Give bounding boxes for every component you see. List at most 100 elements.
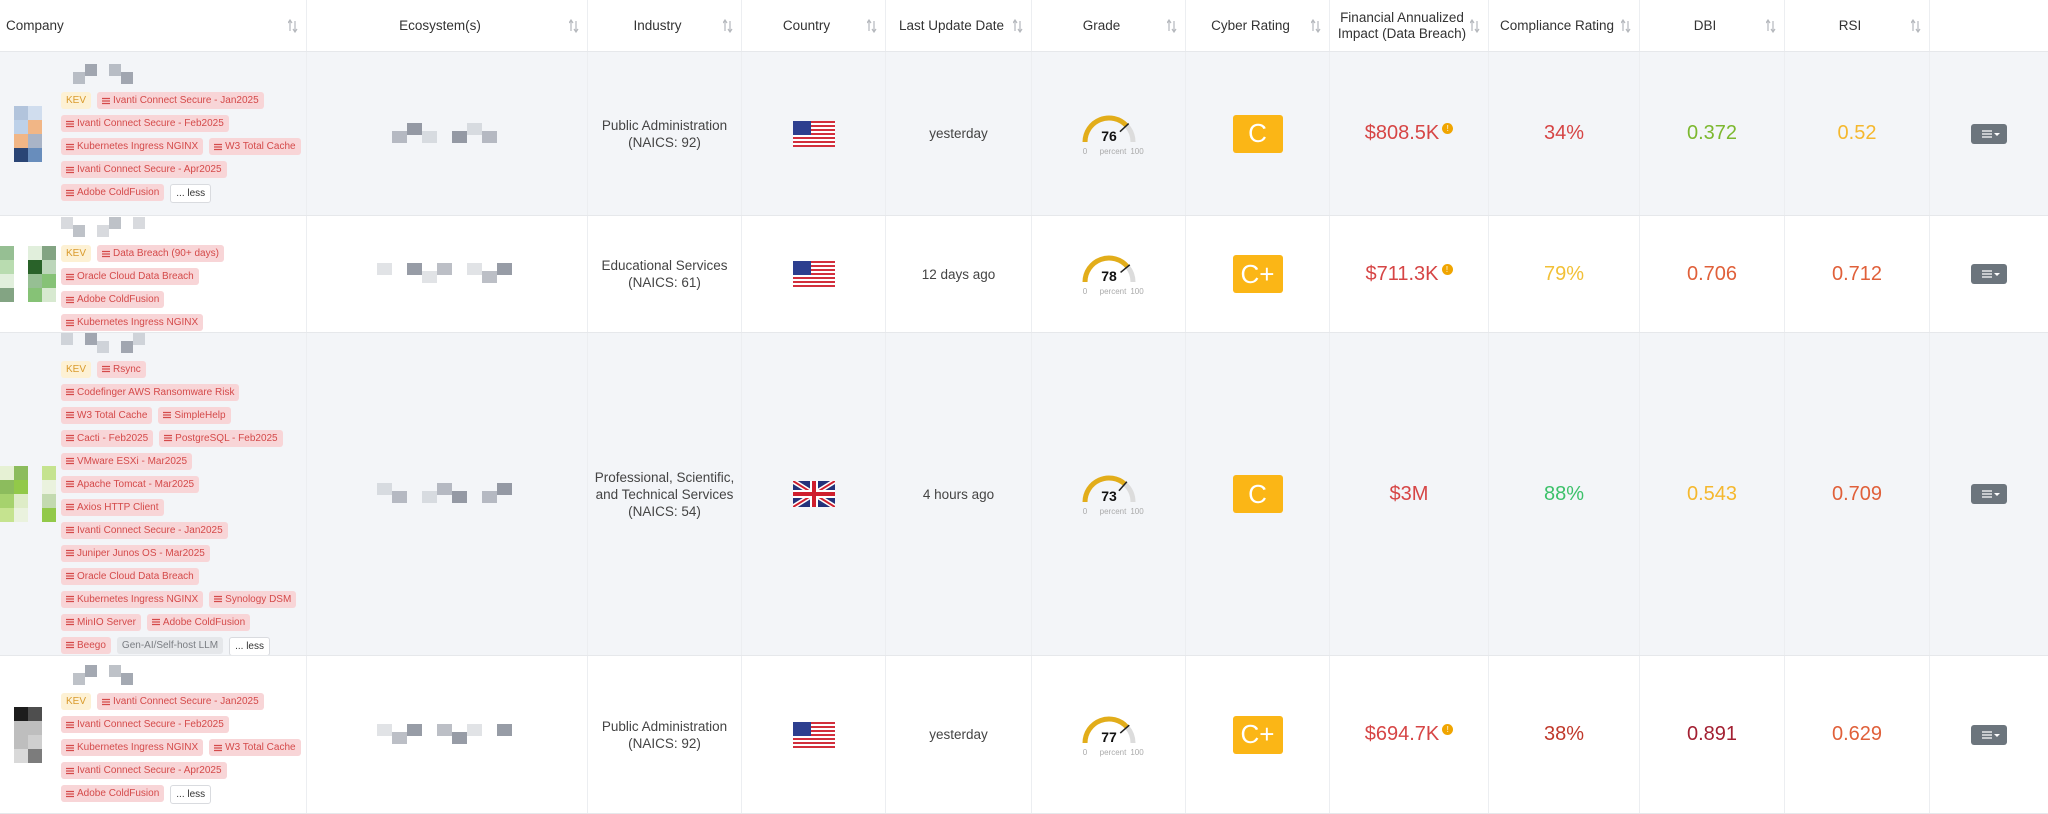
cyber-rating-cell: C+ xyxy=(1186,216,1330,332)
industry-cell: Public Administration (NAICS: 92) xyxy=(588,656,742,813)
country-flag xyxy=(792,261,835,287)
financial-value: $711.3K xyxy=(1365,262,1439,285)
sort-icon[interactable] xyxy=(1911,18,1921,33)
tag-text: Ivanti Connect Secure - Apr2025 xyxy=(77,164,222,175)
tag-icon xyxy=(66,572,74,580)
ecosystem-blurred xyxy=(377,263,512,283)
dbi-value: 0.372 xyxy=(1686,122,1738,144)
column-header: Last Update Date xyxy=(886,0,1032,51)
sort-icon[interactable] xyxy=(867,18,877,33)
menu-icon xyxy=(1982,730,2000,739)
actions-button[interactable] xyxy=(1971,724,2007,745)
column-header: Compliance Rating xyxy=(1489,0,1640,51)
country-flag xyxy=(792,721,835,748)
tag-text: Oracle Cloud Data Breach xyxy=(77,271,194,282)
gauge-unit: percent xyxy=(1099,748,1126,757)
tag-icon xyxy=(102,698,111,705)
last-update: 4 hours ago xyxy=(922,486,995,502)
tag-icon xyxy=(66,503,74,511)
tag-text: W3 Total Cache xyxy=(77,409,148,421)
cyber-rating: C+ xyxy=(1232,255,1283,293)
financial-cell: $3M xyxy=(1330,333,1489,655)
sort-icon[interactable] xyxy=(569,18,579,33)
risk-tag: SimpleHelp xyxy=(158,406,231,424)
company-info: KEV Data Breach (90+ days) Oracle Cloud Da… xyxy=(61,217,306,331)
company-cell: KEV Rsync Codefinger AWS Ransomware Risk W3… xyxy=(0,333,307,655)
tag-text: Adobe ColdFusion xyxy=(77,187,160,198)
info-icon[interactable]: ! xyxy=(1442,724,1454,736)
rsi-value: 0.629 xyxy=(1831,723,1883,745)
grade-cell: 77 0 percent 100 xyxy=(1032,656,1186,813)
rsi-cell: 0.629 xyxy=(1785,656,1930,813)
risk-tag: Ivanti Connect Secure - Feb2025 xyxy=(61,716,229,733)
table-row: KEV Rsync Codefinger AWS Ransomware Risk W3… xyxy=(0,333,2048,656)
tag-icon xyxy=(66,721,74,728)
gauge-track xyxy=(1124,265,1135,283)
rsi-cell: 0.712 xyxy=(1785,216,1930,332)
rsi-value: 0.52 xyxy=(1837,122,1877,144)
grade-value: 77 xyxy=(1101,729,1117,745)
actions-button[interactable] xyxy=(1971,484,2007,504)
update-cell: 4 hours ago xyxy=(886,333,1032,655)
actions-button[interactable] xyxy=(1971,123,2007,144)
gauge-min: 0 xyxy=(1082,287,1087,296)
risk-tag: Adobe ColdFusion xyxy=(61,785,165,802)
tag-text: Codefinger AWS Ransomware Risk xyxy=(77,386,235,398)
column-header: Industry xyxy=(588,0,742,51)
tag-icon xyxy=(66,549,74,557)
sort-icon[interactable] xyxy=(288,18,298,33)
compliance-value: 88% xyxy=(1543,482,1585,505)
sort-icon[interactable] xyxy=(1311,18,1321,33)
risk-tag: Juniper Junos OS - Mar2025 xyxy=(61,544,210,562)
gauge-needle xyxy=(1117,481,1127,492)
column-header: Company xyxy=(0,0,307,51)
show-less-button[interactable]: ... less xyxy=(170,184,212,203)
risk-tag: Axios HTTP Client xyxy=(61,498,164,516)
tag-icon xyxy=(66,480,74,488)
risk-tag: Beego xyxy=(61,636,111,654)
gauge-track xyxy=(1124,724,1135,743)
column-title: DBI xyxy=(1693,17,1717,33)
gauge-max: 100 xyxy=(1130,287,1144,296)
industry: Professional, Scientific, and Technical … xyxy=(594,469,735,519)
company-info: KEV Ivanti Connect Secure - Jan2025 Ivanti… xyxy=(61,64,306,203)
sort-icon[interactable] xyxy=(1013,18,1023,33)
table-row: KEV Data Breach (90+ days) Oracle Cloud Da… xyxy=(0,216,2048,333)
sort-icon[interactable] xyxy=(1766,18,1776,33)
show-less-button[interactable]: ... less xyxy=(170,785,212,804)
sort-icon[interactable] xyxy=(723,18,733,33)
ecosystem-cell xyxy=(307,216,588,332)
tag-icon xyxy=(66,744,74,751)
company-name-blurred xyxy=(61,217,145,237)
company-cell: KEV Data Breach (90+ days) Oracle Cloud Da… xyxy=(0,216,307,332)
column-title: Last Update Date xyxy=(898,17,1005,33)
industry: Public Administration (NAICS: 92) xyxy=(601,117,728,150)
tag-text: Ivanti Connect Secure - Feb2025 xyxy=(77,118,224,129)
risk-tag: Cacti - Feb2025 xyxy=(61,429,154,447)
sort-icon[interactable] xyxy=(1470,18,1480,33)
tag-icon xyxy=(102,97,111,104)
show-less-button[interactable]: ... less xyxy=(229,636,270,655)
industry-cell: Public Administration (NAICS: 92) xyxy=(588,52,742,215)
grade-cell: 73 0 percent 100 xyxy=(1032,333,1186,655)
info-icon[interactable]: ! xyxy=(1441,263,1453,275)
tag-text: MinIO Server xyxy=(77,616,136,628)
rsi-cell: 0.709 xyxy=(1785,333,1930,655)
sort-icon[interactable] xyxy=(1621,18,1631,33)
info-icon[interactable]: ! xyxy=(1442,123,1454,135)
actions-button[interactable] xyxy=(1971,264,2007,284)
gauge-arc xyxy=(1082,255,1129,283)
sort-icon[interactable] xyxy=(1167,18,1177,33)
actions-cell xyxy=(1930,333,2048,655)
tag-text: Ivanti Connect Secure - Jan2025 xyxy=(113,95,259,106)
risk-tag: Kubernetes Ingress NGINX xyxy=(61,739,204,756)
actions-cell xyxy=(1930,656,2048,813)
risk-tag: Adobe ColdFusion xyxy=(61,291,165,308)
industry: Public Administration (NAICS: 92) xyxy=(601,718,728,751)
risk-tag: Oracle Cloud Data Breach xyxy=(61,268,199,285)
column-header: Financial Annualized Impact (Data Breach… xyxy=(1330,0,1489,51)
risk-tag: Ivanti Connect Secure - Jan2025 xyxy=(97,92,264,109)
risk-tag: Rsync xyxy=(97,360,146,378)
tag-icon xyxy=(66,296,74,303)
tag-icon xyxy=(66,388,74,396)
